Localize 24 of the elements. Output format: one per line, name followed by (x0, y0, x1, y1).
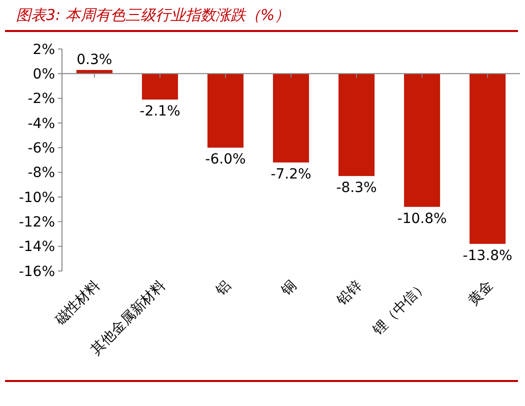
y-tick-label: -12% (18, 214, 55, 231)
chart-title: 图表3: 本周有色三级行业指数涨跌（%） (16, 6, 290, 24)
data-label: -6.0% (205, 152, 246, 168)
y-tick-label: -4% (28, 116, 55, 132)
y-tick-label: -16% (18, 264, 55, 280)
x-tick-label: 铅锌 (334, 278, 366, 310)
y-tick-label: 2% (32, 42, 55, 58)
y-tick-label: -2% (28, 91, 55, 108)
y-tick-label: -8% (28, 165, 55, 182)
y-tick-label: 0% (32, 66, 55, 83)
data-label: -10.8% (397, 210, 447, 227)
data-label: -2.1% (140, 104, 180, 120)
x-tick-label: 锂（中信） (369, 278, 431, 340)
data-label: -8.3% (336, 180, 377, 196)
y-tick-label: -10% (18, 190, 55, 206)
x-tick-label: 磁性材料 (52, 278, 104, 330)
y-tick-label: -6% (28, 140, 55, 157)
x-tick-label: 铝 (212, 278, 234, 300)
y-tick-label: -14% (18, 239, 55, 256)
data-label: -7.2% (270, 166, 312, 182)
data-label: -13.8% (462, 248, 512, 264)
data-label: 0.3% (76, 52, 112, 68)
x-tick-label: 铜 (278, 278, 300, 300)
x-tick-label: 黄金 (465, 278, 496, 309)
